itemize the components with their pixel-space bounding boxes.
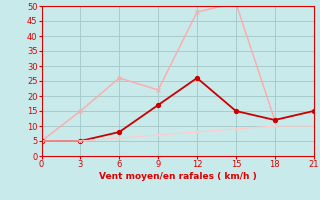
X-axis label: Vent moyen/en rafales ( km/h ): Vent moyen/en rafales ( km/h ) xyxy=(99,172,256,181)
